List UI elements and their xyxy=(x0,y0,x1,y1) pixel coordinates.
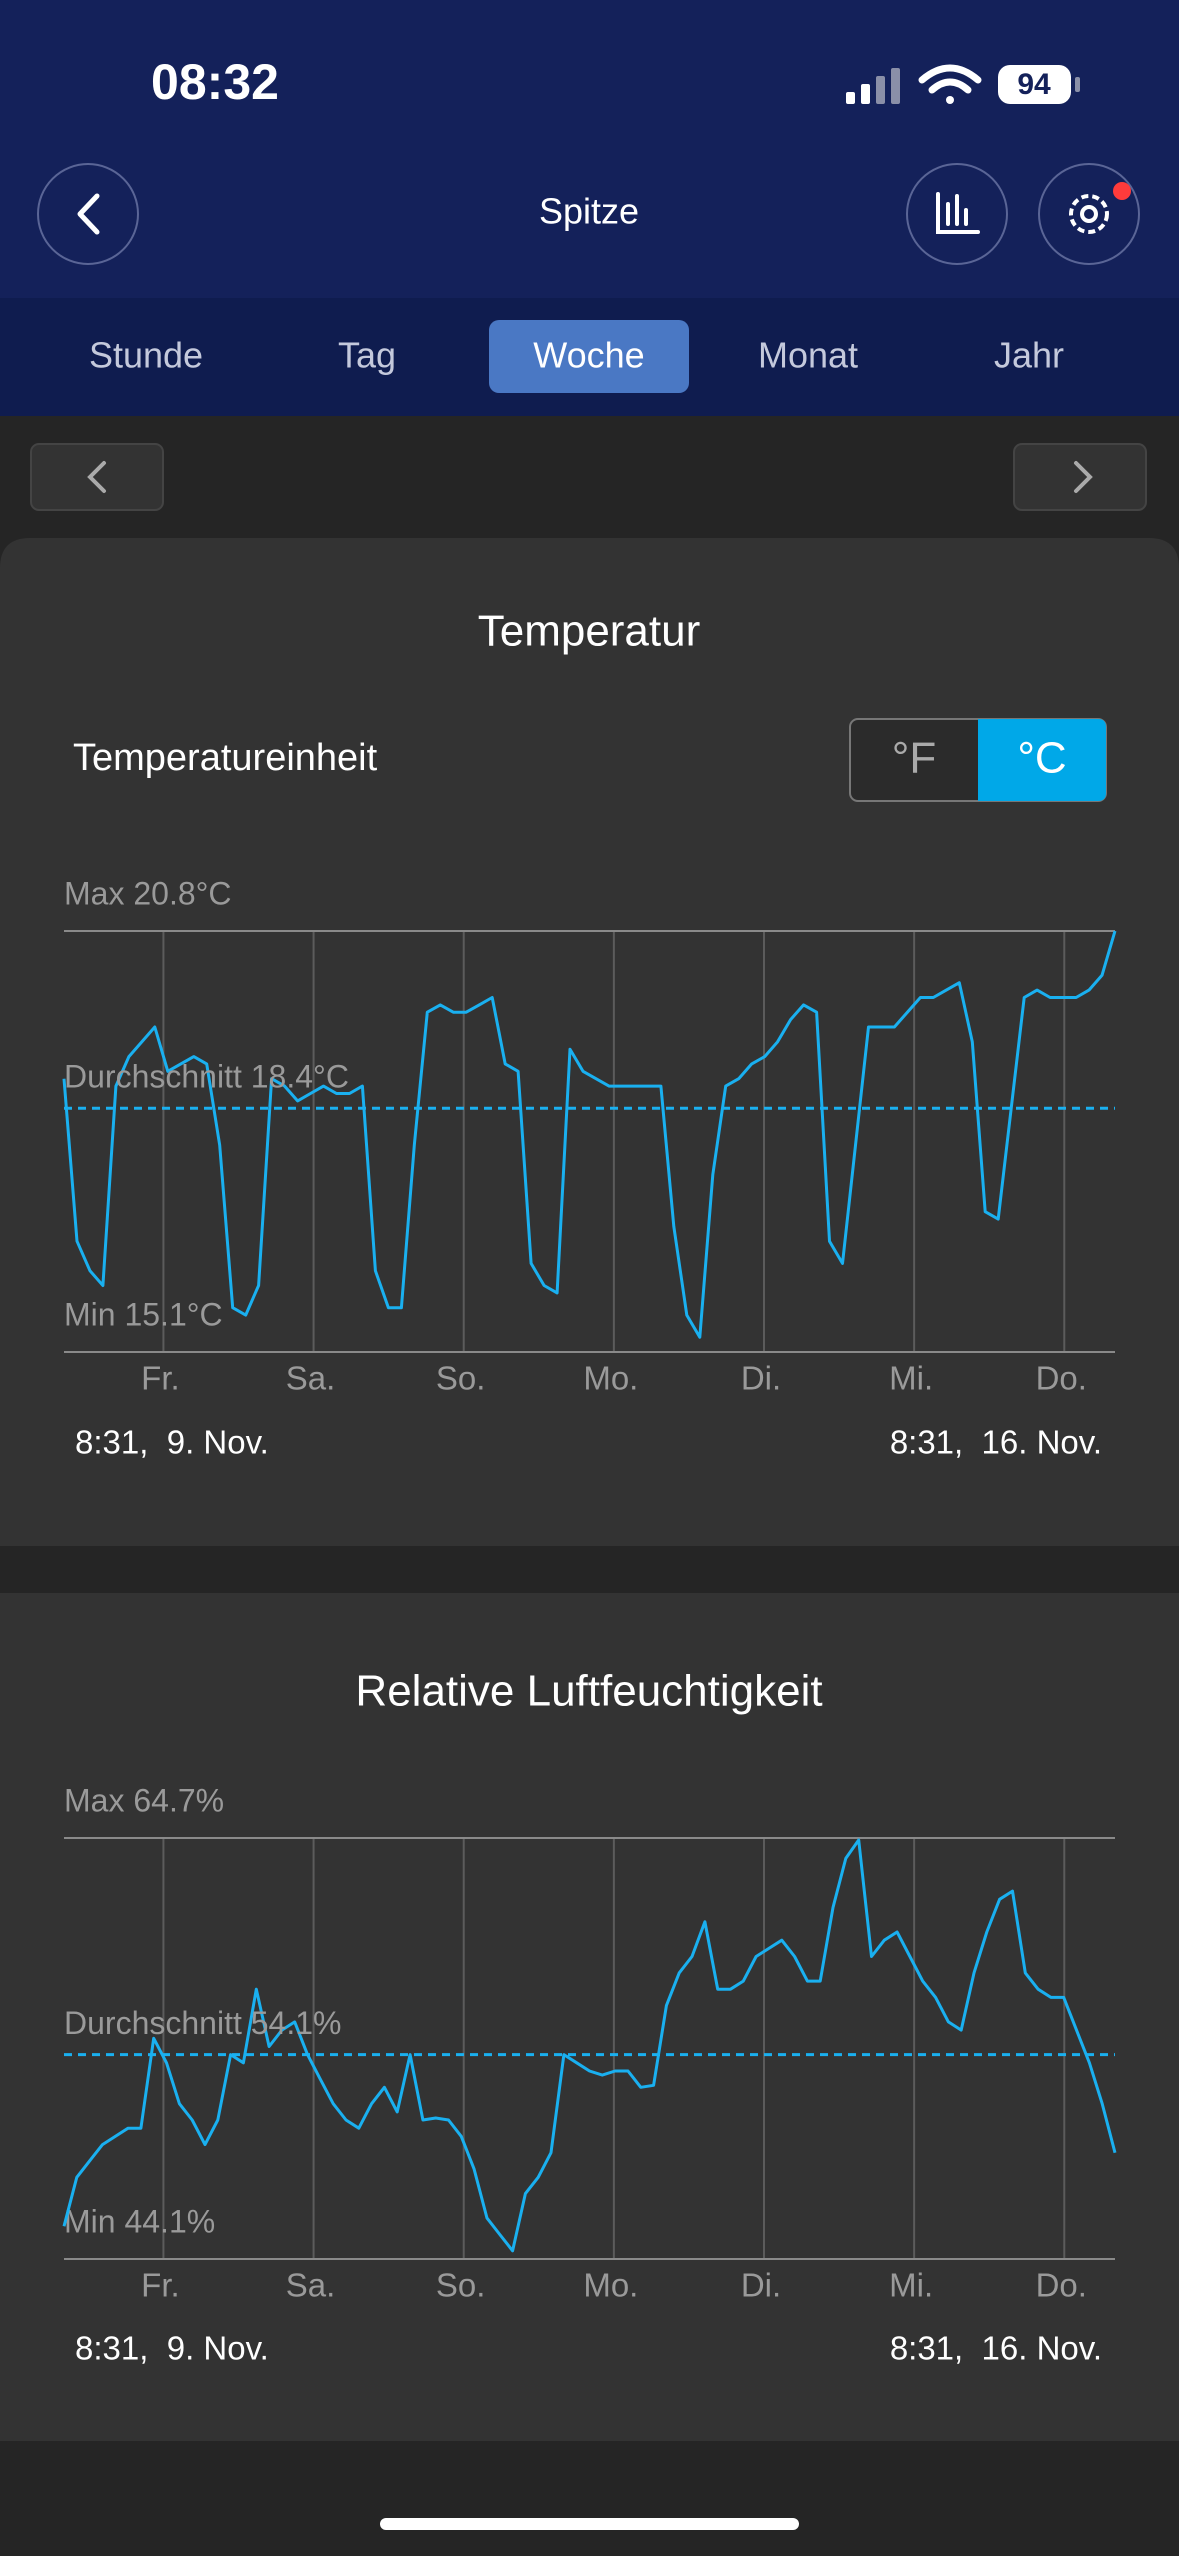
x-tick-label: Mo. xyxy=(583,1360,638,1397)
data-line xyxy=(62,930,1117,1339)
tab[interactable]: Stunde xyxy=(89,335,203,376)
chart-title: Relative Luftfeuchtigkeit xyxy=(355,1667,822,1716)
unit-option-bg xyxy=(978,719,1106,801)
y-tick-label: Max 64.7% xyxy=(64,1782,224,1818)
battery xyxy=(998,65,1071,104)
header-bg xyxy=(0,0,1179,298)
battery-tip xyxy=(1075,77,1080,92)
x-tick-label: Fr. xyxy=(141,1360,180,1397)
wifi-icon xyxy=(918,64,982,104)
start-date: 8:31, 9. Nov. xyxy=(75,2330,269,2367)
unit-option[interactable]: °F xyxy=(892,734,936,783)
home-indicator xyxy=(380,2518,799,2530)
tab-active-bg xyxy=(489,320,689,393)
unit-label: Temperatureinheit xyxy=(73,737,378,779)
chart-title: Temperatur xyxy=(478,607,701,656)
unit-option[interactable]: °C xyxy=(1017,734,1066,783)
x-tick-label: Do. xyxy=(1036,2267,1087,2304)
next-button[interactable] xyxy=(1013,443,1147,511)
data-line xyxy=(62,1838,1117,2253)
battery-level: 94 xyxy=(1017,68,1051,101)
x-tick-label: Mo. xyxy=(583,2267,638,2304)
x-tick-label: Di. xyxy=(741,2267,781,2304)
x-tick-label: Mi. xyxy=(889,1360,933,1397)
y-tick-label: Min 15.1°C xyxy=(64,1296,223,1332)
tab[interactable]: Woche xyxy=(533,335,644,376)
end-date: 8:31, 16. Nov. xyxy=(890,1424,1102,1461)
start-date: 8:31, 9. Nov. xyxy=(75,1424,269,1461)
prev-button[interactable] xyxy=(30,443,164,511)
x-tick-label: Fr. xyxy=(141,2267,180,2304)
next-arrow xyxy=(1074,461,1093,493)
settings-button[interactable] xyxy=(1038,163,1140,265)
chart-button[interactable] xyxy=(906,163,1008,265)
card-humidity xyxy=(0,1593,1179,2441)
tab[interactable]: Tag xyxy=(338,335,396,376)
tab[interactable]: Monat xyxy=(758,335,858,376)
tab[interactable]: Jahr xyxy=(994,335,1064,376)
prev-arrow xyxy=(87,461,106,493)
y-tick-label: Min 44.1% xyxy=(64,2203,215,2239)
average-label: Durchschnitt 54.1% xyxy=(64,2005,341,2041)
x-tick-label: Do. xyxy=(1036,1360,1087,1397)
x-tick-label: Sa. xyxy=(286,2267,336,2304)
x-tick-label: So. xyxy=(436,1360,486,1397)
back-button[interactable] xyxy=(37,163,139,265)
x-tick-label: Di. xyxy=(741,1360,781,1397)
x-tick-label: So. xyxy=(436,2267,486,2304)
y-tick-label: Max 20.8°C xyxy=(64,875,232,911)
status-time: 08:32 xyxy=(151,54,279,110)
header-title: Spitze xyxy=(539,191,639,232)
average-label: Durchschnitt 18.4°C xyxy=(64,1059,349,1095)
end-date: 8:31, 16. Nov. xyxy=(890,2330,1102,2367)
x-tick-label: Sa. xyxy=(286,1360,336,1397)
x-tick-label: Mi. xyxy=(889,2267,933,2304)
signal-icon xyxy=(846,68,900,104)
